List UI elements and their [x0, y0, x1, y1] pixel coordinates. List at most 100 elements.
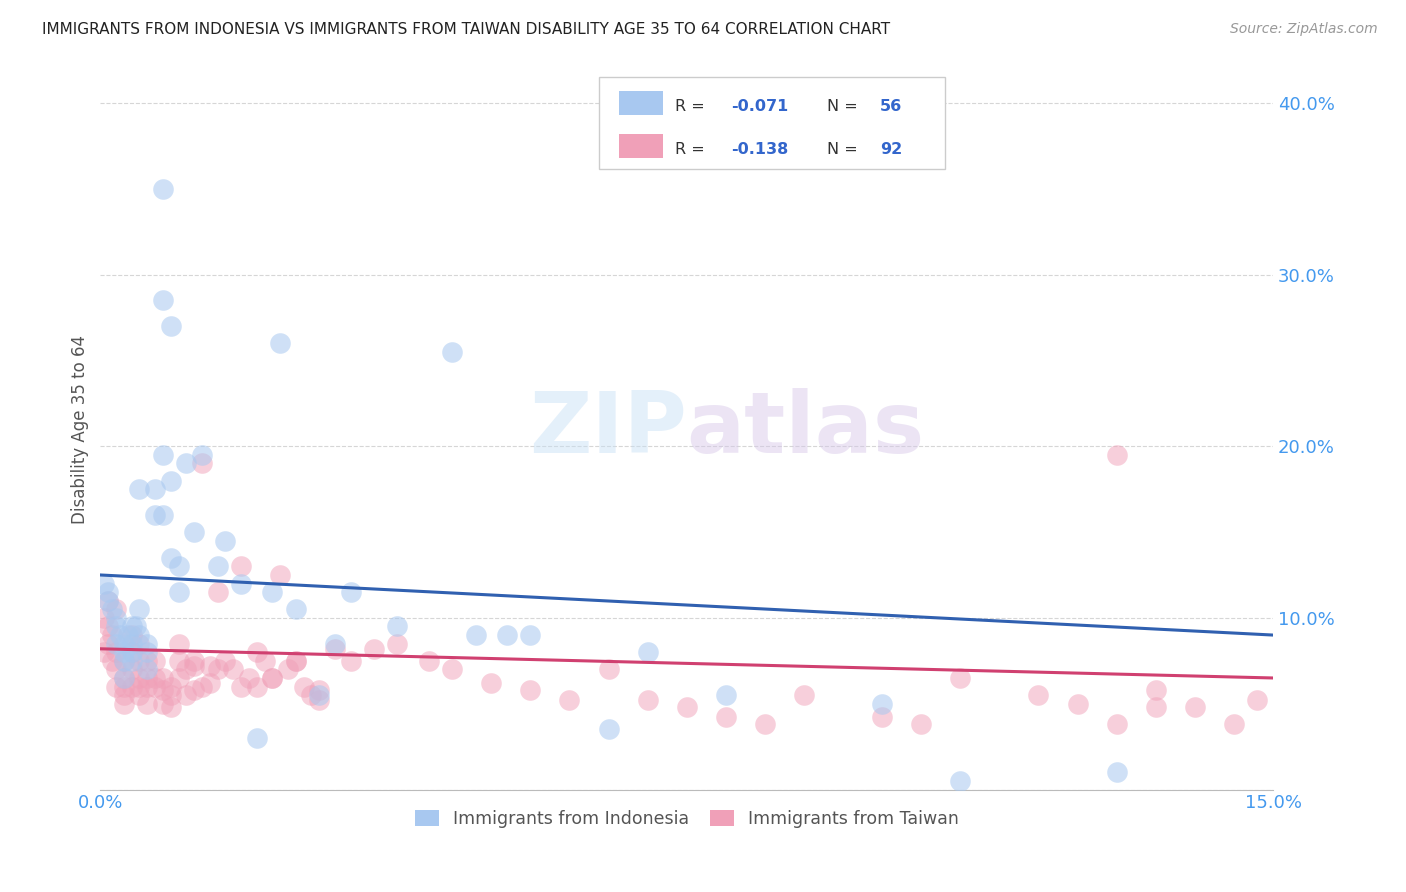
- Point: [167, 585, 190, 599]
- Text: 92: 92: [880, 142, 903, 157]
- Point: [152, 508, 174, 522]
- Point: [121, 637, 143, 651]
- Point: [128, 680, 150, 694]
- Point: [1105, 448, 1128, 462]
- Point: [1144, 700, 1167, 714]
- Point: [214, 654, 236, 668]
- Point: [121, 680, 143, 694]
- Point: [191, 456, 214, 470]
- Point: [637, 693, 659, 707]
- Point: [152, 182, 174, 196]
- Point: [97, 593, 120, 607]
- Point: [418, 654, 440, 668]
- Point: [519, 683, 541, 698]
- Point: [136, 645, 159, 659]
- Point: [246, 645, 269, 659]
- Point: [308, 683, 330, 698]
- Point: [183, 659, 205, 673]
- Point: [198, 659, 221, 673]
- Legend: Immigrants from Indonesia, Immigrants from Taiwan: Immigrants from Indonesia, Immigrants fr…: [408, 803, 966, 835]
- Point: [754, 717, 776, 731]
- Point: [152, 293, 174, 308]
- Text: -0.071: -0.071: [731, 99, 789, 114]
- Point: [128, 637, 150, 651]
- Point: [183, 524, 205, 539]
- Point: [136, 637, 159, 651]
- Point: [714, 688, 737, 702]
- Point: [176, 688, 198, 702]
- Point: [1223, 717, 1246, 731]
- Point: [191, 448, 214, 462]
- Point: [262, 585, 284, 599]
- Point: [598, 723, 620, 737]
- Point: [112, 671, 135, 685]
- Point: [793, 688, 815, 702]
- Point: [121, 619, 143, 633]
- Point: [117, 628, 139, 642]
- Text: R =: R =: [675, 142, 710, 157]
- Point: [128, 602, 150, 616]
- Y-axis label: Disability Age 35 to 64: Disability Age 35 to 64: [72, 334, 89, 524]
- Point: [93, 611, 115, 625]
- Point: [207, 559, 229, 574]
- Point: [152, 697, 174, 711]
- Point: [301, 688, 323, 702]
- Point: [598, 662, 620, 676]
- Point: [112, 680, 135, 694]
- Text: N =: N =: [827, 142, 863, 157]
- Point: [167, 559, 190, 574]
- Point: [128, 688, 150, 702]
- Point: [1144, 683, 1167, 698]
- Point: [159, 474, 181, 488]
- Point: [198, 676, 221, 690]
- Point: [104, 662, 127, 676]
- Point: [136, 680, 159, 694]
- Point: [222, 662, 245, 676]
- Point: [108, 628, 131, 642]
- Point: [176, 662, 198, 676]
- Point: [152, 683, 174, 698]
- Point: [136, 654, 159, 668]
- Text: -0.138: -0.138: [731, 142, 789, 157]
- Point: [284, 654, 307, 668]
- Point: [277, 662, 299, 676]
- Point: [1184, 700, 1206, 714]
- Point: [104, 637, 127, 651]
- Point: [121, 645, 143, 659]
- Point: [159, 680, 181, 694]
- Point: [441, 344, 464, 359]
- Point: [207, 662, 229, 676]
- Point: [229, 576, 252, 591]
- Point: [104, 602, 127, 616]
- Point: [104, 611, 127, 625]
- Point: [101, 628, 124, 642]
- Point: [143, 482, 166, 496]
- Point: [246, 731, 269, 745]
- Point: [152, 671, 174, 685]
- Point: [1246, 693, 1268, 707]
- Point: [136, 697, 159, 711]
- Point: [112, 671, 135, 685]
- Point: [1105, 765, 1128, 780]
- Point: [101, 654, 124, 668]
- Text: atlas: atlas: [686, 387, 925, 471]
- Point: [214, 533, 236, 548]
- Point: [637, 645, 659, 659]
- Point: [112, 645, 135, 659]
- Point: [167, 654, 190, 668]
- Point: [136, 671, 159, 685]
- Point: [949, 774, 972, 789]
- Point: [339, 654, 361, 668]
- Point: [464, 628, 486, 642]
- Point: [308, 688, 330, 702]
- Point: [870, 697, 893, 711]
- Point: [714, 710, 737, 724]
- Point: [112, 637, 135, 651]
- Text: IMMIGRANTS FROM INDONESIA VS IMMIGRANTS FROM TAIWAN DISABILITY AGE 35 TO 64 CORR: IMMIGRANTS FROM INDONESIA VS IMMIGRANTS …: [42, 22, 890, 37]
- Point: [97, 585, 120, 599]
- Point: [152, 448, 174, 462]
- Point: [124, 619, 146, 633]
- Point: [910, 717, 932, 731]
- Point: [183, 683, 205, 698]
- Point: [159, 550, 181, 565]
